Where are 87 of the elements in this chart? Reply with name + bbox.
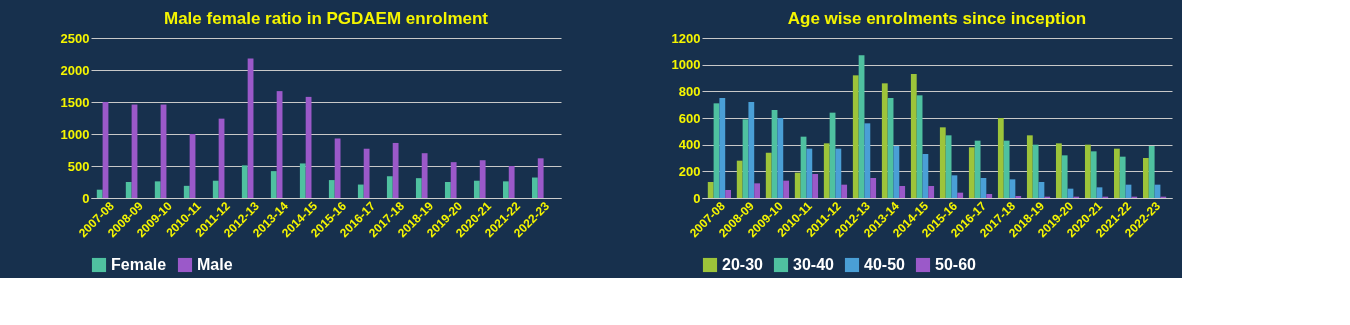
bar bbox=[502, 181, 509, 198]
y-tick-label: 800 bbox=[678, 83, 701, 99]
bar bbox=[754, 183, 761, 198]
bar bbox=[212, 180, 219, 198]
bar bbox=[1026, 135, 1033, 198]
bar bbox=[945, 135, 952, 198]
y-tick-label: 0 bbox=[693, 190, 701, 206]
bar bbox=[881, 83, 888, 198]
bar bbox=[777, 118, 784, 198]
bar bbox=[1055, 143, 1062, 198]
legend-label: Female bbox=[111, 256, 167, 273]
y-tick-label: 1200 bbox=[671, 30, 701, 46]
y-tick-label: 200 bbox=[678, 163, 701, 179]
y-tick-label: 2500 bbox=[60, 30, 90, 46]
bar bbox=[1061, 155, 1068, 198]
bar bbox=[479, 160, 486, 198]
bar bbox=[537, 158, 544, 198]
bar bbox=[1119, 156, 1126, 198]
bar bbox=[1148, 146, 1155, 198]
bar bbox=[386, 176, 393, 198]
bar bbox=[241, 165, 248, 198]
bar bbox=[736, 160, 743, 198]
bar bbox=[812, 174, 819, 198]
bar bbox=[1084, 144, 1091, 198]
bar bbox=[806, 148, 813, 198]
bar bbox=[864, 123, 871, 198]
chart-title: Age wise enrolments since inception bbox=[787, 9, 1087, 28]
y-tick-label: 500 bbox=[67, 158, 90, 174]
bar bbox=[939, 127, 946, 198]
bar bbox=[835, 148, 842, 198]
bar bbox=[719, 98, 726, 198]
y-tick-label: 1000 bbox=[671, 57, 701, 73]
bar bbox=[1003, 140, 1010, 198]
y-tick-label: 2000 bbox=[60, 62, 90, 78]
bar bbox=[363, 148, 370, 198]
bar bbox=[794, 172, 801, 198]
bar bbox=[473, 180, 480, 198]
bar bbox=[823, 143, 830, 198]
bar bbox=[928, 186, 935, 198]
bar bbox=[957, 192, 964, 198]
bar bbox=[328, 180, 335, 198]
legend-label: 40-50 bbox=[864, 256, 906, 273]
legend-label: Male bbox=[197, 256, 233, 273]
bar bbox=[415, 178, 422, 198]
y-tick-label: 600 bbox=[678, 110, 701, 126]
bar bbox=[852, 75, 859, 198]
bar bbox=[870, 178, 877, 198]
legend-label: 30-40 bbox=[793, 256, 835, 273]
bar bbox=[154, 181, 161, 198]
bar bbox=[531, 177, 538, 198]
bar bbox=[421, 153, 428, 198]
bar bbox=[986, 194, 993, 198]
bar bbox=[783, 180, 790, 198]
bar bbox=[1090, 151, 1097, 198]
bar bbox=[707, 182, 714, 198]
legend-label: 20-30 bbox=[722, 256, 764, 273]
bar bbox=[444, 182, 451, 198]
bar bbox=[765, 152, 772, 198]
chart-title: Male female ratio in PGDAEM enrolment bbox=[163, 9, 489, 28]
bar bbox=[450, 162, 457, 198]
bar bbox=[357, 184, 364, 198]
bar bbox=[1142, 158, 1149, 198]
bar bbox=[96, 189, 103, 198]
bar bbox=[299, 163, 306, 198]
bar bbox=[910, 74, 917, 198]
y-tick-label: 400 bbox=[678, 137, 701, 153]
bar bbox=[334, 138, 341, 198]
bar bbox=[183, 185, 190, 198]
y-tick-label: 0 bbox=[82, 190, 90, 206]
bar bbox=[974, 140, 981, 198]
bar bbox=[748, 102, 755, 198]
y-tick-label: 1000 bbox=[60, 126, 90, 142]
bar bbox=[997, 118, 1004, 198]
bar bbox=[270, 171, 277, 198]
bar bbox=[725, 190, 732, 198]
y-tick-label: 1500 bbox=[60, 94, 90, 110]
legend-label: 50-60 bbox=[935, 256, 977, 273]
bar bbox=[899, 186, 906, 198]
bar bbox=[1113, 148, 1120, 198]
bar bbox=[125, 182, 132, 198]
bar bbox=[508, 166, 515, 198]
bar bbox=[968, 147, 975, 198]
bar bbox=[893, 146, 900, 198]
bar bbox=[841, 184, 848, 198]
bar bbox=[1032, 144, 1039, 198]
bar bbox=[922, 154, 929, 198]
bar bbox=[392, 142, 399, 198]
